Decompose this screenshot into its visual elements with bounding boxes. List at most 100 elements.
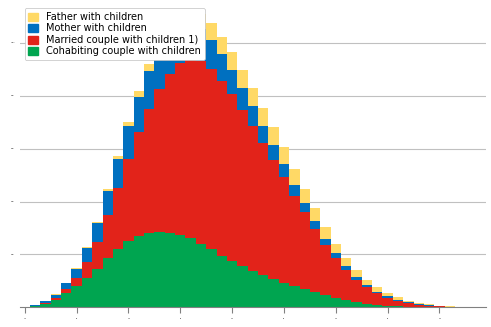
Bar	[217, 54, 227, 81]
Bar	[227, 70, 237, 94]
Bar	[51, 298, 61, 300]
Bar	[61, 283, 72, 289]
Bar	[362, 285, 372, 287]
Bar	[196, 244, 206, 307]
Bar	[330, 258, 341, 298]
Bar	[393, 300, 403, 301]
Bar	[103, 215, 113, 258]
Bar	[40, 303, 51, 304]
Bar	[175, 63, 186, 235]
Bar	[269, 279, 279, 307]
Bar	[154, 42, 165, 50]
Bar	[144, 109, 154, 233]
Bar	[144, 233, 154, 307]
Bar	[196, 29, 206, 61]
Bar	[237, 110, 247, 266]
Bar	[206, 249, 217, 307]
Bar	[330, 253, 341, 258]
Bar	[247, 126, 258, 271]
Bar	[206, 23, 217, 40]
Bar	[165, 37, 175, 74]
Bar	[320, 227, 330, 239]
Bar	[175, 26, 186, 63]
Bar	[103, 192, 113, 215]
Bar	[300, 188, 310, 203]
Bar	[30, 306, 40, 307]
Bar	[413, 304, 424, 307]
Bar	[393, 301, 403, 306]
Bar	[247, 271, 258, 307]
Bar	[206, 69, 217, 249]
Bar	[82, 278, 92, 307]
Bar	[434, 306, 445, 307]
Bar	[424, 304, 434, 305]
Bar	[403, 301, 413, 302]
Bar	[352, 302, 362, 307]
Bar	[40, 301, 51, 303]
Bar	[372, 292, 382, 293]
Bar	[186, 10, 196, 24]
Bar	[113, 188, 123, 249]
Bar	[134, 236, 144, 307]
Bar	[382, 306, 393, 307]
Bar	[300, 212, 310, 289]
Bar	[217, 37, 227, 54]
Bar	[92, 268, 103, 307]
Bar	[269, 145, 279, 160]
Bar	[237, 70, 247, 88]
Bar	[445, 306, 455, 307]
Bar	[382, 293, 393, 296]
Bar	[144, 64, 154, 71]
Bar	[247, 106, 258, 126]
Bar	[300, 203, 310, 212]
Bar	[134, 92, 144, 96]
Bar	[279, 164, 289, 177]
Bar	[393, 306, 403, 307]
Bar	[227, 94, 237, 261]
Bar	[51, 300, 61, 307]
Bar	[382, 298, 393, 306]
Bar	[196, 61, 206, 244]
Bar	[72, 268, 82, 278]
Bar	[217, 81, 227, 255]
Bar	[92, 223, 103, 242]
Bar	[123, 126, 134, 159]
Bar	[113, 159, 123, 188]
Bar	[82, 262, 92, 278]
Bar	[362, 304, 372, 307]
Bar	[134, 132, 144, 236]
Bar	[175, 15, 186, 26]
Bar	[320, 245, 330, 296]
Bar	[372, 287, 382, 292]
Bar	[269, 160, 279, 279]
Bar	[123, 159, 134, 241]
Bar	[186, 24, 196, 58]
Bar	[341, 301, 352, 307]
Bar	[279, 283, 289, 307]
Bar	[279, 147, 289, 164]
Bar	[103, 258, 113, 307]
Bar	[186, 238, 196, 307]
Bar	[372, 293, 382, 305]
Bar	[165, 74, 175, 233]
Bar	[154, 89, 165, 232]
Bar	[61, 293, 72, 307]
Bar	[300, 289, 310, 307]
Bar	[82, 247, 92, 248]
Bar	[310, 208, 320, 221]
Bar	[310, 292, 320, 307]
Bar	[258, 108, 269, 126]
Bar	[92, 222, 103, 223]
Bar	[165, 27, 175, 37]
Bar	[258, 275, 269, 307]
Bar	[258, 126, 269, 143]
Bar	[103, 189, 113, 192]
Bar	[320, 239, 330, 245]
Bar	[237, 266, 247, 307]
Bar	[330, 298, 341, 307]
Bar	[413, 303, 424, 304]
Bar	[269, 128, 279, 145]
Bar	[279, 177, 289, 283]
Bar	[186, 58, 196, 238]
Bar	[123, 241, 134, 307]
